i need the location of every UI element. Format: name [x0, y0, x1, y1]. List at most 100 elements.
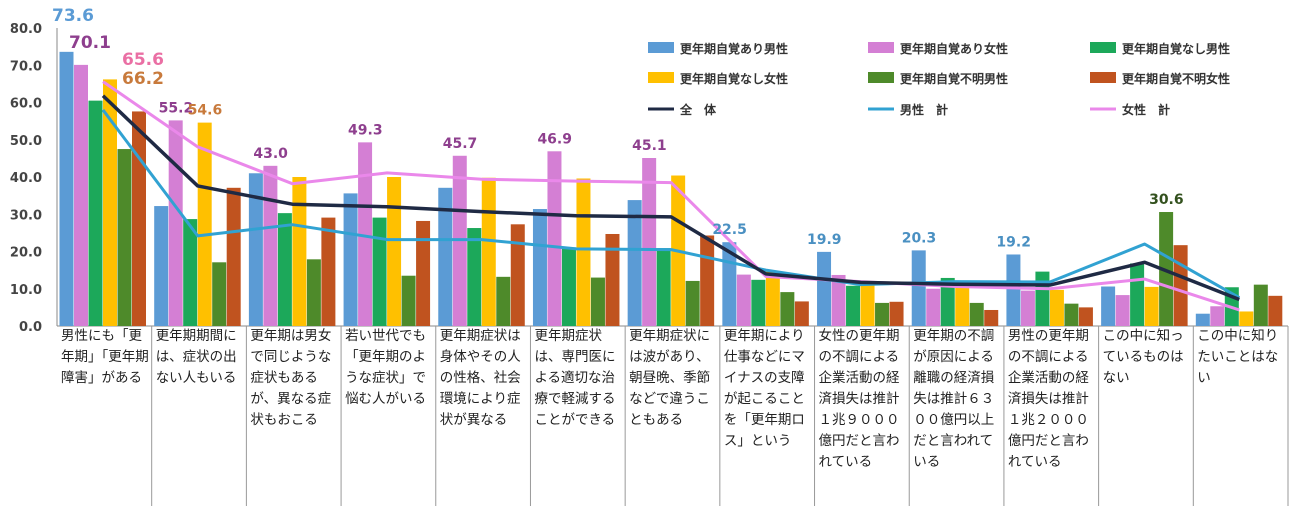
data-labels-layer: 73.6 70.1 65.666.2 55.254.6 43.0 49.3 45.7 46.9… [52, 6, 1184, 250]
y-tick-label: 30.0 [10, 208, 42, 223]
bar [1268, 295, 1283, 326]
bar [817, 251, 832, 326]
bar [1035, 271, 1050, 326]
bar [860, 285, 875, 326]
y-tick-label: 10.0 [10, 283, 42, 298]
bar [1144, 286, 1159, 326]
bar [1210, 306, 1225, 326]
bar [481, 177, 496, 326]
legend-label: 更年期自覚不明女性 [1122, 71, 1230, 86]
bar [74, 64, 88, 326]
x-category-label: 更年期により仕事などにマイナスの支障が起こることを「更年期ロス」という [723, 328, 805, 449]
bar [547, 151, 562, 326]
legend-label: 更年期自覚不明男性 [900, 71, 1008, 86]
y-tick-label: 70.0 [10, 59, 42, 74]
legend-label: 女性 計 [1122, 102, 1170, 117]
data-label: 20.3 [902, 230, 937, 246]
x-category-label: 女性の更年期の不調による企業活動の経済損失は推計１兆９０００億円だと言われている [818, 328, 900, 470]
bar [263, 165, 278, 326]
x-category-label: 更年期期間には、症状の出ない人もいる [155, 328, 237, 386]
legend-label: 更年期自覚なし男性 [1122, 41, 1230, 56]
bar [561, 247, 576, 326]
bar [197, 122, 212, 327]
bar [656, 248, 671, 326]
bar [292, 177, 307, 326]
data-label: 43.0 [253, 146, 288, 162]
bar [532, 209, 547, 326]
data-label: 19.2 [996, 234, 1031, 250]
y-tick-label: 60.0 [10, 97, 42, 112]
bar [306, 259, 321, 326]
bar [372, 217, 387, 326]
lines-layer [101, 80, 1241, 312]
bar [889, 301, 904, 326]
series-line [102, 80, 1240, 312]
y-tick-label: 0.0 [19, 320, 42, 335]
bar [226, 187, 241, 326]
bar [510, 224, 525, 326]
bars-layer [59, 51, 1283, 327]
bar [183, 219, 198, 326]
legend-swatch [648, 72, 674, 83]
y-tick-label: 50.0 [10, 134, 42, 149]
data-label: 45.7 [443, 136, 478, 152]
bar [103, 79, 117, 326]
bar [467, 228, 482, 326]
bar [1173, 245, 1188, 326]
x-category-label: 若い世代でも「更年期のような症状」で悩む人がいる [345, 328, 427, 407]
bar [1020, 290, 1035, 326]
legend-label: 更年期自覚あり男性 [680, 41, 788, 56]
bar [343, 193, 358, 326]
bar [1078, 307, 1093, 326]
legend-label: 更年期自覚なし女性 [680, 71, 788, 86]
data-label: 45.1 [632, 138, 667, 154]
data-label: 54.6 [188, 103, 223, 119]
bar [1239, 311, 1254, 326]
series-line [101, 109, 1241, 299]
bar [576, 178, 591, 326]
data-label: 66.2 [122, 69, 164, 89]
x-category-label: この中に知りたいことはない [1197, 328, 1279, 386]
bar [1115, 295, 1130, 326]
data-label: 22.5 [712, 222, 747, 238]
bar [911, 250, 926, 326]
x-category-label: 更年期症状には波があり、朝昼晩、季節などで違うこともある [629, 328, 711, 428]
bar [940, 277, 955, 326]
bar [438, 187, 453, 326]
bar [117, 149, 132, 326]
data-label: 55.2 [159, 100, 194, 116]
x-category-label: 更年期は男女で同じような症状もあるが、異なる症状もおこる [250, 328, 332, 428]
legend-swatch [648, 42, 674, 53]
bar [955, 285, 970, 326]
bar [1130, 263, 1145, 326]
x-category-label: 更年期症状は身体やその人の性格、社会環境により症状が異なる [439, 328, 521, 428]
data-label: 49.3 [348, 122, 383, 138]
x-category-label: 更年期の不調が原因による離職の経済損失は推計６３００億円以上だと言われている [913, 328, 995, 470]
bar [1064, 303, 1079, 326]
bar [168, 120, 183, 326]
bar [496, 276, 511, 326]
data-label: 30.6 [1149, 192, 1184, 208]
bar [831, 274, 846, 326]
bar [765, 271, 780, 326]
legend-label: 男性 計 [900, 102, 948, 117]
y-tick-label: 80.0 [10, 22, 42, 37]
data-label: 70.1 [69, 33, 111, 53]
bar [132, 111, 146, 326]
bar [59, 51, 74, 327]
bar [416, 220, 431, 326]
y-tick-label: 40.0 [10, 171, 42, 186]
bar [751, 279, 766, 326]
bar [277, 213, 292, 326]
bar [1195, 313, 1210, 326]
legend-label: 更年期自覚あり女性 [900, 41, 1008, 56]
bar [88, 100, 103, 326]
bar [700, 235, 715, 326]
bar [212, 262, 227, 326]
bar [780, 292, 795, 326]
bar [642, 158, 657, 326]
bar [685, 280, 700, 326]
